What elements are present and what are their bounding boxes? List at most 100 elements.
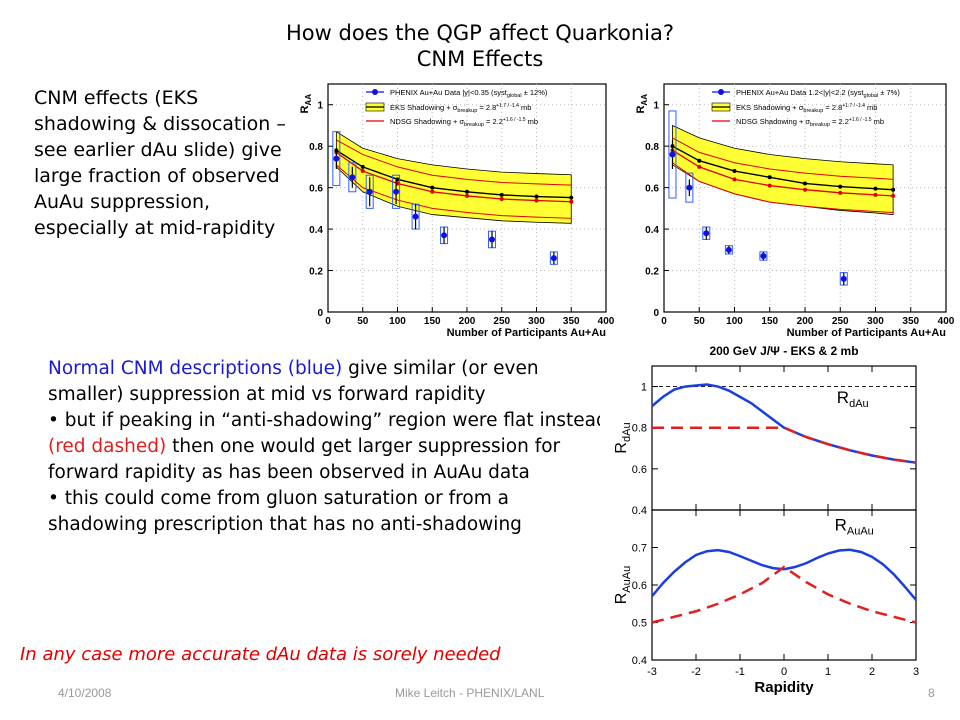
c1-legend-eks: EKS Shadowing + σbreakup = 2.8+1.7 / -1.… xyxy=(390,103,531,114)
c1-ndsg-point xyxy=(360,169,365,174)
c2-ylabel: RAA xyxy=(635,94,649,114)
c3-top-ytick-label: 0.8 xyxy=(632,423,647,435)
c2-legend-ndsg-a: NDSG Shadowing + σ xyxy=(736,117,810,126)
c2-data-point xyxy=(725,246,732,253)
c1-legend-ndsg-a: NDSG Shadowing + σ xyxy=(390,117,464,126)
c2-xtick-label: 0 xyxy=(661,316,667,327)
c1-syst-box xyxy=(332,131,341,187)
c3-top-ylabel: RdAu xyxy=(613,422,633,453)
c2-legend-ndsg: NDSG Shadowing + σbreakup = 2.2+1.6 / -1… xyxy=(736,117,884,128)
cnm-para-3: • this could come from gluon saturation … xyxy=(48,488,522,535)
c1-data-point xyxy=(441,232,448,239)
c2-ndsg-point xyxy=(732,177,737,182)
c3-xtick-label: 0 xyxy=(781,666,787,678)
c1-data-point xyxy=(412,213,419,220)
c2-legend-ndsg-val: = 2.2 xyxy=(830,117,849,126)
cnm-summary-text: CNM effects (EKS shadowing & dissocation… xyxy=(34,87,286,239)
c1-ndsg-point xyxy=(569,199,574,204)
c1-xtick-label: 50 xyxy=(357,316,369,327)
c2-data-point xyxy=(703,230,710,237)
c1-ylabel-sub: AA xyxy=(304,94,313,106)
c2-ndsg-point xyxy=(891,193,896,198)
c1-eks-point xyxy=(430,185,435,190)
c3-top-ytick-label: 0.4 xyxy=(632,505,647,517)
c2-legend-ndsg-unit: mb xyxy=(872,117,885,126)
c1-ndsg-point xyxy=(499,197,504,202)
c1-xtick-label: 250 xyxy=(493,316,510,327)
c2-ylabel-sub: AA xyxy=(640,94,649,106)
c1-eks-point xyxy=(360,164,365,169)
c3-title: 200 GeV J/Ψ - EKS & 2 mb xyxy=(709,344,858,358)
c1-legend-ndsg-unit: mb xyxy=(526,117,539,126)
c3-bottom-ylabel-main: R xyxy=(613,593,630,605)
c3-xtick-label: 1 xyxy=(825,666,831,678)
c3-xtick-label: -3 xyxy=(647,666,657,678)
c2-eks-point xyxy=(838,184,843,189)
c3-top-ylabel-main: R xyxy=(613,442,630,454)
c1-legend-data: PHENIX Au+Au Data |y|<0.35 (systglobal ±… xyxy=(390,88,548,99)
c1-ylabel: RAA xyxy=(300,94,313,114)
c1-ytick-label: 1 xyxy=(317,101,323,112)
c2-legend-data-end: ± 7%) xyxy=(878,88,900,97)
c2-xtick-label: 300 xyxy=(867,316,884,327)
c3-bottom-ytick-label: 0.7 xyxy=(632,543,647,555)
c2-legend-eks-sub: breakup xyxy=(803,108,823,114)
para-1-rest: give similar (or even smaller) suppressi… xyxy=(48,358,539,405)
c2-xtick-label: 250 xyxy=(832,316,849,327)
c2-ytick-label: 0.2 xyxy=(645,267,659,278)
c3-bottom-inner-label: RAuAu xyxy=(835,516,874,538)
c3-top-inner-label: RdAu xyxy=(837,388,869,410)
c2-xtick-label: 400 xyxy=(938,316,954,327)
c3-top-ytick-label: 1 xyxy=(641,382,647,394)
c2-syst-box xyxy=(685,172,694,203)
c3-bottom-ylabel-sub: AuAu xyxy=(621,566,633,593)
c2-legend-eks-unit: mb xyxy=(865,103,878,112)
raa-mid-rapidity-chart: 0 50 100 150 200 250 300 350 400 0 0.2 0.4 0.6 0.8 1 Nu… xyxy=(300,72,614,340)
c2-eks-point xyxy=(803,181,807,186)
c1-legend-data-end: ± 12%) xyxy=(522,88,548,97)
c3-top-inner-sub: dAu xyxy=(849,398,869,410)
c2-ndsg-point xyxy=(838,190,843,195)
c1-data-point xyxy=(489,236,496,243)
conclusion-text: In any case more accurate dAu data is so… xyxy=(20,644,501,665)
c3-bottom-inner-sub: AuAu xyxy=(847,526,874,538)
rapidity-eks-chart: 200 GeV J/Ψ - EKS & 2 mb0.40.60.81RdAuRd… xyxy=(600,338,960,698)
c3-xtick-label: -2 xyxy=(691,666,701,678)
c1-ylabel-main: R xyxy=(300,106,311,114)
c2-xtick-label: 350 xyxy=(902,316,919,327)
c2-syst-box xyxy=(668,110,677,199)
cnm-para-2: • but if peaking in “anti-shadowing” reg… xyxy=(48,408,608,486)
c3-bottom-ytick-label: 0.5 xyxy=(632,618,647,630)
c2-eks-curve xyxy=(672,145,894,191)
c2-ndsg-lower xyxy=(672,162,894,214)
c1-xtick-label: 0 xyxy=(325,316,331,327)
slide-title: How does the QGP affect Quarkonia? xyxy=(286,21,674,45)
c3-xtick-label: -1 xyxy=(735,666,745,678)
c2-ylabel-main: R xyxy=(635,106,647,114)
c1-eks-point xyxy=(534,194,539,199)
c2-legend-eks-err: +1.7 / -1.4 xyxy=(842,103,865,109)
c2-data-point xyxy=(760,253,767,260)
c1-ndsg-point xyxy=(430,189,435,194)
c1-xtick-label: 150 xyxy=(424,316,441,327)
c2-legend-eks: EKS Shadowing + σbreakup = 2.8+1.7 / -1.… xyxy=(736,103,877,114)
c3-top-red-dashed-curve xyxy=(652,426,917,464)
c1-eks-curve xyxy=(335,149,572,199)
c3-bottom-ylabel: RAuAu xyxy=(613,566,633,604)
c1-syst-box xyxy=(365,174,374,209)
red-phrase: (red dashed) xyxy=(48,436,167,457)
c1-legend-ndsg-err: +1.6 / -1.5 xyxy=(503,117,526,123)
cnm-description: Normal CNM descriptions (blue) give simi… xyxy=(48,356,608,538)
c1-syst-box xyxy=(392,174,401,209)
c2-legend-data-sub: global xyxy=(864,93,879,99)
c3-bottom-inner-main: R xyxy=(835,516,847,535)
c3-bottom-ytick-label: 0.6 xyxy=(632,580,647,592)
c2-ytick-label: 0.4 xyxy=(645,225,659,236)
c2-xtick-label: 50 xyxy=(694,316,706,327)
c1-legend-ndsg-val: = 2.2 xyxy=(484,117,503,126)
c3-bottom-ytick-label: 0.4 xyxy=(632,655,647,667)
c2-data-point xyxy=(669,151,676,158)
c2-ytick-label: 0 xyxy=(653,308,659,319)
c2-legend-eks-a: EKS Shadowing + σ xyxy=(736,103,804,112)
c2-legend-data: PHENIX Au+Au Data 1.2<|y|<2.2 (systgloba… xyxy=(736,88,900,99)
